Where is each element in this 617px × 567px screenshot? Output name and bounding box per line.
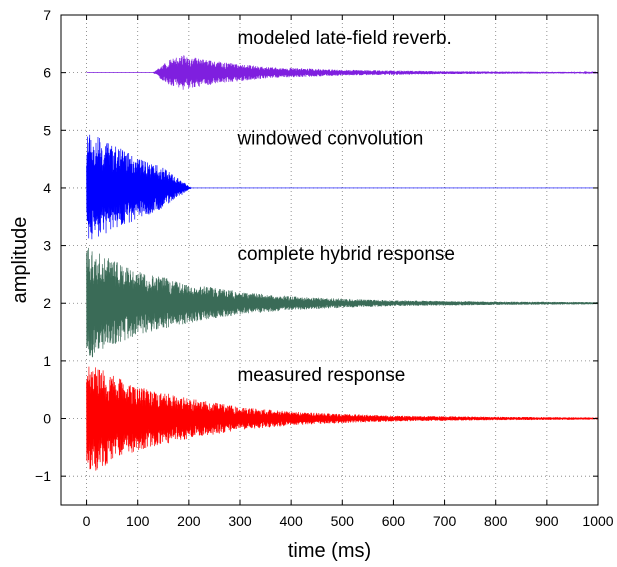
series-waveform-0 bbox=[86, 366, 599, 471]
y-tick-label: 5 bbox=[43, 122, 51, 138]
x-tick-label: 800 bbox=[484, 513, 508, 529]
series-label: modeled late-field reverb. bbox=[237, 28, 451, 49]
x-tick-label: 0 bbox=[83, 513, 91, 529]
x-tick-label: 600 bbox=[382, 513, 406, 529]
y-tick-label: 6 bbox=[43, 65, 51, 81]
y-tick-label: 1 bbox=[43, 353, 51, 369]
y-tick-label: 2 bbox=[43, 295, 51, 311]
x-tick-label: 1000 bbox=[582, 513, 613, 529]
axis-ticks: 0 100 200 300 400 500 600 700 800 900 1000 −1 0 1 2 3 4 5… bbox=[35, 7, 614, 529]
x-axis-label: time (ms) bbox=[288, 540, 371, 562]
y-tick-label: 7 bbox=[43, 7, 51, 23]
series-waveform-3 bbox=[86, 55, 599, 90]
y-tick-label: 3 bbox=[43, 238, 51, 254]
x-tick-label: 500 bbox=[331, 513, 355, 529]
plot-series bbox=[86, 55, 599, 471]
series-waveform-2 bbox=[86, 134, 598, 240]
y-tick-label: 0 bbox=[43, 411, 51, 427]
series-labels: measured response complete hybrid respons… bbox=[236, 28, 455, 386]
x-tick-label: 900 bbox=[535, 513, 559, 529]
y-axis-label: amplitude bbox=[9, 217, 31, 304]
y-tick-label: 4 bbox=[43, 180, 51, 196]
series-label: windowed convolution bbox=[236, 129, 423, 150]
x-tick-label: 300 bbox=[228, 513, 252, 529]
series-label: measured response bbox=[237, 365, 405, 386]
x-tick-label: 100 bbox=[126, 513, 150, 529]
x-tick-label: 200 bbox=[177, 513, 201, 529]
y-tick-label: −1 bbox=[35, 468, 51, 484]
series-waveform-1 bbox=[86, 247, 599, 358]
x-tick-label: 700 bbox=[433, 513, 457, 529]
plot-frame bbox=[60, 14, 599, 506]
series-label: complete hybrid response bbox=[237, 244, 455, 265]
x-tick-label: 400 bbox=[279, 513, 303, 529]
